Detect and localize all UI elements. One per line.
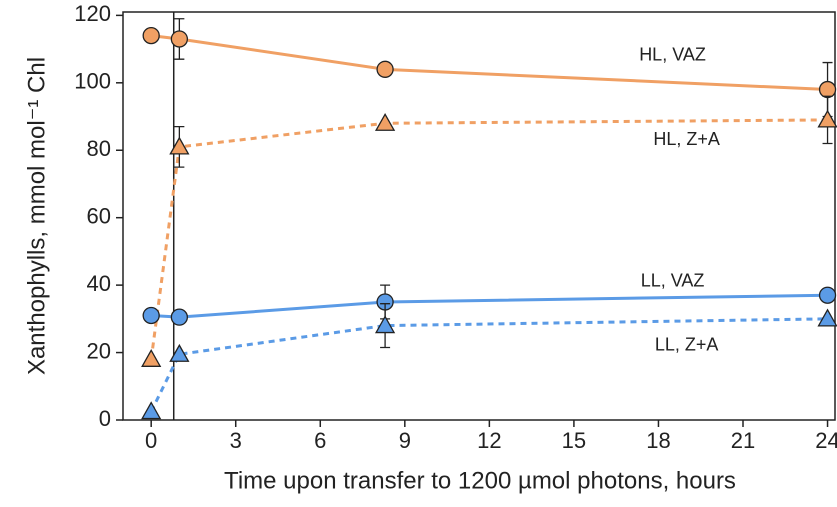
y-axis-label: Xanthophylls, mmol mol⁻¹ Chl <box>23 57 50 375</box>
x-tick-label: 21 <box>731 428 755 453</box>
y-tick-label: 20 <box>87 338 111 363</box>
series-label: LL, VAZ <box>641 271 705 291</box>
y-tick-label: 100 <box>74 69 111 94</box>
marker <box>170 30 189 48</box>
marker <box>169 343 190 362</box>
marker <box>170 308 189 326</box>
plot-frame <box>122 11 836 421</box>
marker <box>818 80 837 99</box>
marker <box>141 348 162 367</box>
marker <box>817 308 837 327</box>
x-tick-label: 0 <box>145 428 157 453</box>
marker <box>374 112 396 131</box>
marker <box>374 315 396 334</box>
series-label: LL, Z+A <box>655 335 719 355</box>
series-line <box>151 293 828 319</box>
series-line <box>149 118 828 360</box>
marker <box>817 109 837 128</box>
x-tick-label: 18 <box>646 428 670 453</box>
y-tick-label: 0 <box>99 406 111 431</box>
x-tick-label: 24 <box>815 428 837 453</box>
marker <box>142 26 160 45</box>
series-line <box>151 34 828 92</box>
marker <box>141 401 162 420</box>
series-label: HL, VAZ <box>639 45 706 65</box>
x-tick-label: 6 <box>314 428 326 453</box>
marker <box>376 60 394 78</box>
x-tick-label: 9 <box>399 428 411 453</box>
x-tick-label: 3 <box>230 428 242 453</box>
x-tick-label: 15 <box>562 428 586 453</box>
y-tick-label: 80 <box>87 136 111 161</box>
series-line <box>149 317 828 413</box>
y-tick-label: 120 <box>74 1 111 26</box>
y-tick-label: 40 <box>87 271 111 296</box>
y-tick-label: 60 <box>87 203 111 228</box>
marker <box>818 286 837 304</box>
marker <box>169 136 190 155</box>
marker <box>142 306 160 325</box>
x-axis-label: Time upon transfer to 1200 µmol photons,… <box>224 467 736 494</box>
x-tick-label: 12 <box>477 428 501 453</box>
series-label: HL, Z+A <box>653 129 720 149</box>
